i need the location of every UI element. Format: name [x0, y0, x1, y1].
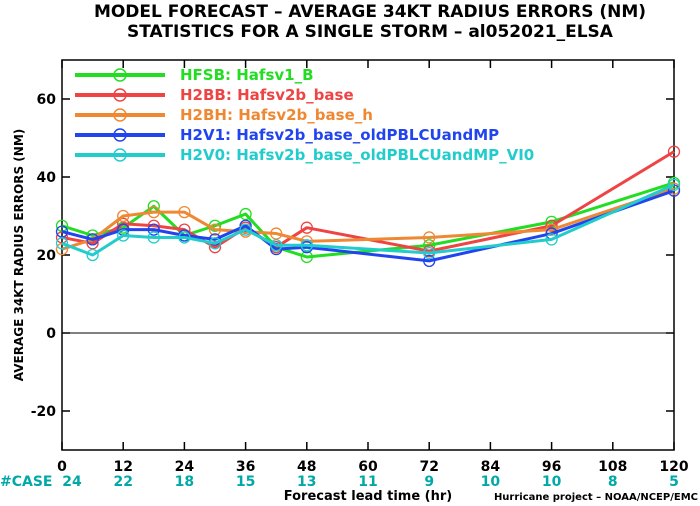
chart-title-line2: STATISTICS FOR A SINGLE STORM – al052021…: [127, 22, 614, 42]
x-tick-label: 12: [113, 459, 132, 475]
y-tick-label: 40: [37, 170, 57, 186]
case-count: 15: [236, 474, 255, 490]
series-point: [208, 223, 222, 236]
legend-entry-0: HFSB: Hafsv1_B: [180, 66, 314, 84]
legend-marker-2: [113, 108, 127, 122]
series-point: [545, 219, 558, 232]
x-tick-label: 48: [297, 459, 316, 475]
case-count: 10: [542, 474, 562, 490]
series-point: [86, 233, 99, 246]
series-point: [423, 246, 436, 260]
legend-entry-1: H2BB: Hafsv2b_base: [180, 86, 354, 104]
x-tick-label: 84: [481, 459, 501, 475]
series-point: [147, 231, 160, 244]
series-point: [117, 229, 130, 242]
series-point: [545, 223, 558, 236]
series-point: [300, 221, 313, 234]
legend-marker-0: [113, 68, 127, 82]
case-count: 13: [297, 474, 316, 490]
x-tick-label: 72: [419, 459, 438, 475]
y-tick-label: -20: [31, 404, 57, 420]
case-count: 22: [113, 474, 132, 490]
series-point: [545, 233, 558, 246]
series-point: [667, 145, 681, 158]
series-point: [423, 231, 436, 244]
series-point: [239, 223, 252, 236]
series-point: [55, 219, 69, 232]
series-point: [178, 231, 191, 244]
series-point: [147, 219, 160, 232]
legend-entry-4: H2V0: Hafsv2b_base_oldPBLCUandMP_VI0: [180, 146, 534, 164]
x-tick-label: 108: [598, 459, 627, 475]
series-point: [423, 254, 436, 268]
series-point: [208, 237, 222, 250]
legend-marker-4: [113, 148, 127, 162]
series-point: [270, 239, 283, 252]
series-point: [147, 223, 160, 236]
legend-marker-1: [113, 88, 127, 102]
credit-label: Hurricane project – NOAA/NCEP/EMC: [494, 492, 698, 503]
legend-marker-3: [113, 128, 127, 142]
case-count: 8: [608, 474, 618, 490]
y-tick-label: 0: [46, 326, 56, 342]
y-tick-label: 60: [37, 92, 57, 108]
case-count: 10: [481, 474, 501, 490]
y-tick-label: 20: [37, 248, 57, 264]
x-tick-label: 0: [57, 459, 67, 475]
series-point: [147, 205, 160, 219]
series-point: [86, 248, 99, 262]
series-point: [239, 207, 252, 221]
series-point: [178, 205, 191, 219]
case-label: #CASE: [0, 474, 53, 490]
series-point: [300, 250, 313, 264]
series-point: [55, 225, 69, 238]
case-count: 24: [62, 474, 82, 490]
x-tick-label: 96: [542, 459, 561, 475]
legend-entry-2: H2BH: Hafsv2b_base_h: [180, 106, 373, 124]
series-point: [270, 227, 283, 240]
chart-title-line1: MODEL FORECAST – AVERAGE 34KT RADIUS ERR…: [94, 2, 646, 22]
series-point: [300, 239, 313, 252]
series-point: [117, 209, 130, 223]
series-point: [667, 178, 681, 191]
series-line-2: [61, 187, 675, 251]
x-tick-label: 60: [358, 459, 378, 475]
series-point: [55, 237, 69, 250]
x-tick-label: 24: [175, 459, 195, 475]
legend-entry-3: H2V1: Hafsv2b_base_oldPBLCUandMP: [180, 126, 499, 144]
case-count: 18: [175, 474, 194, 490]
x-axis-label: Forecast lead time (hr): [284, 489, 452, 504]
y-axis-label: AVERAGE 34KT RADIUS ERRORS (NM): [12, 129, 26, 381]
case-count: 11: [358, 474, 377, 490]
case-count: 5: [669, 474, 679, 490]
case-count: 9: [424, 474, 434, 490]
x-tick-label: 120: [659, 459, 688, 475]
x-tick-label: 36: [236, 459, 255, 475]
